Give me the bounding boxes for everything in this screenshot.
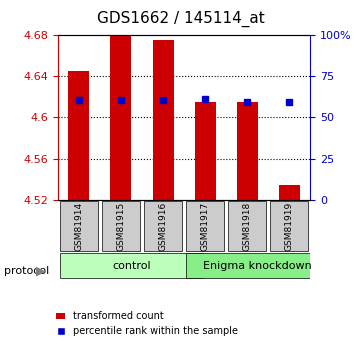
Text: GSM81916: GSM81916 [158, 201, 168, 250]
FancyBboxPatch shape [102, 201, 140, 251]
FancyBboxPatch shape [186, 201, 224, 251]
FancyBboxPatch shape [228, 201, 266, 251]
Text: ▶: ▶ [36, 264, 46, 277]
FancyBboxPatch shape [60, 201, 98, 251]
Text: GDS1662 / 145114_at: GDS1662 / 145114_at [97, 10, 264, 27]
Bar [279, 185, 300, 200]
FancyBboxPatch shape [60, 253, 203, 278]
Bar [152, 40, 174, 200]
Text: GSM81915: GSM81915 [117, 201, 125, 250]
FancyBboxPatch shape [186, 253, 329, 278]
Text: GSM81918: GSM81918 [243, 201, 252, 250]
FancyBboxPatch shape [270, 201, 308, 251]
Bar [110, 34, 131, 200]
Text: Enigma knockdown: Enigma knockdown [204, 261, 312, 270]
Bar [195, 102, 216, 200]
Bar [237, 102, 258, 200]
Bar [68, 71, 90, 200]
Text: GSM81914: GSM81914 [74, 201, 83, 250]
FancyBboxPatch shape [144, 201, 182, 251]
Text: control: control [112, 261, 151, 270]
Text: GSM81919: GSM81919 [285, 201, 294, 250]
Text: GSM81917: GSM81917 [201, 201, 210, 250]
Text: protocol: protocol [4, 266, 49, 276]
Legend: transformed count, percentile rank within the sample: transformed count, percentile rank withi… [52, 307, 242, 340]
